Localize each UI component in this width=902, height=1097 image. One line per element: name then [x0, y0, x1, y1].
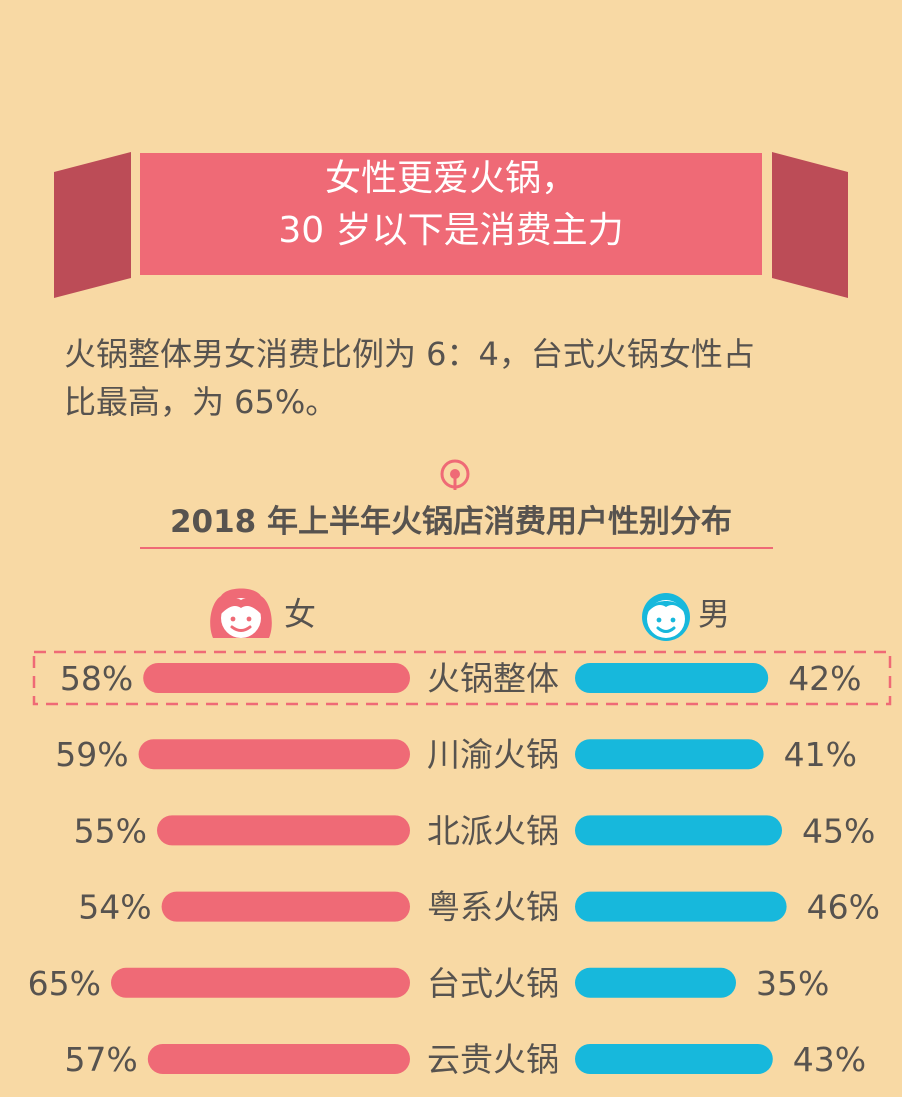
legend-male-label: 男 [698, 595, 731, 633]
intro-text: 火锅整体男女消费比例为 6：4，台式火锅女性占 比最高，为 65%。 [64, 330, 864, 426]
male-bar [575, 891, 787, 922]
male-value-label: 42% [788, 659, 861, 698]
signal-icon [440, 459, 470, 490]
female-bar [143, 663, 410, 693]
category-label: 云贵火锅 [427, 1040, 559, 1079]
chart-title: 2018 年上半年火锅店消费用户性别分布 [169, 504, 733, 540]
male-value-label: 35% [756, 964, 829, 1003]
banner-title: 女性更爱火锅， 30 岁以下是消费主力 [140, 153, 762, 257]
title-banner: 女性更爱火锅， 30 岁以下是消费主力 [0, 0, 902, 320]
male-bar [575, 815, 782, 846]
male-value-label: 45% [802, 811, 875, 850]
banner-right-fold [772, 152, 848, 298]
male-bar [575, 1044, 773, 1074]
female-bar [157, 815, 410, 846]
banner-line-2: 30 岁以下是消费主力 [278, 210, 624, 251]
title-underline [140, 547, 773, 549]
female-face-icon [210, 588, 272, 638]
female-bar [161, 891, 410, 922]
banner-line-1: 女性更爱火锅， [324, 158, 577, 199]
banner-ribbon [54, 152, 848, 298]
female-value-label: 57% [64, 1040, 137, 1079]
intro-line-2: 比最高，为 65%。 [64, 383, 338, 421]
category-label: 川渝火锅 [427, 735, 559, 774]
male-face-icon [642, 593, 690, 641]
male-bar [575, 663, 769, 693]
male-value-label: 43% [793, 1040, 866, 1079]
male-bar [575, 967, 736, 998]
female-bar [147, 1044, 411, 1074]
banner-left-fold [54, 152, 131, 298]
female-value-label: 54% [78, 888, 151, 927]
male-value-label: 46% [807, 888, 880, 927]
category-label: 粤系火锅 [427, 888, 559, 927]
category-label: 北派火锅 [427, 811, 559, 850]
intro-line-1: 火锅整体男女消费比例为 6：4，台式火锅女性占 [64, 335, 755, 373]
female-value-label: 55% [74, 811, 147, 850]
highlight-frame [32, 650, 892, 706]
female-value-label: 65% [28, 964, 101, 1003]
category-label: 台式火锅 [427, 964, 559, 1003]
female-bar [138, 739, 410, 770]
male-bar [575, 739, 764, 770]
banner-panel [140, 153, 762, 275]
category-label: 火锅整体 [427, 659, 559, 698]
legend-female-label: 女 [284, 595, 317, 633]
female-bar [111, 967, 410, 998]
female-value-label: 59% [55, 735, 128, 774]
male-value-label: 41% [784, 735, 857, 774]
female-value-label: 58% [60, 659, 133, 698]
